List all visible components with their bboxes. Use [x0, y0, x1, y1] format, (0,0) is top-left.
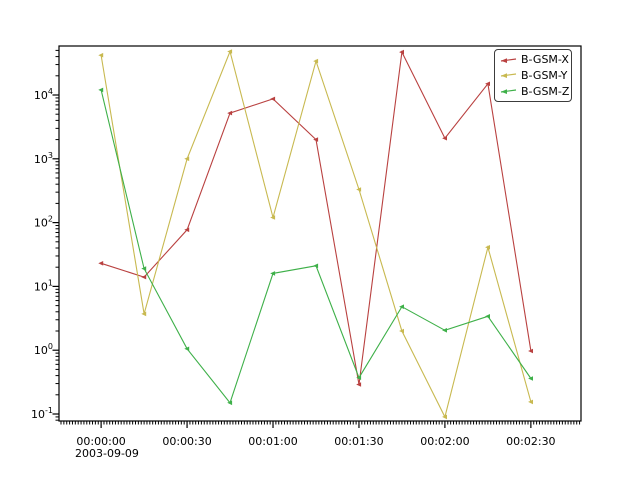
- data-point-marker: [485, 81, 490, 87]
- legend: B-GSM-X B-GSM-Y B-GSM-Z: [494, 49, 572, 102]
- y-tick-label: 10-1: [31, 406, 53, 421]
- y-tick-label: 101: [34, 278, 53, 293]
- series-markers-b-gsm-x: [98, 49, 533, 387]
- series-line-b-gsm-y: [100, 49, 532, 419]
- data-point-marker: [313, 263, 319, 269]
- legend-item-b-gsm-y: B-GSM-Y: [500, 68, 567, 83]
- data-point-marker: [141, 274, 147, 280]
- series-markers-b-gsm-y: [98, 49, 533, 420]
- data-point-marker: [98, 87, 104, 93]
- data-point-marker: [528, 348, 533, 354]
- y-tick-label: 102: [34, 215, 53, 230]
- data-point-marker: [184, 346, 190, 352]
- data-point-marker: [98, 52, 104, 58]
- data-point-marker: [184, 156, 190, 162]
- x-tick-label: 00:02:00: [420, 435, 469, 448]
- data-point-marker: [528, 376, 533, 381]
- plot-border: [58, 45, 582, 422]
- data-point-marker: [528, 399, 533, 405]
- series-lines: [98, 49, 533, 420]
- legend-item-b-gsm-z: B-GSM-Z: [500, 84, 570, 99]
- data-point-marker: [98, 261, 104, 266]
- series-z-marker-icon: [500, 89, 517, 95]
- data-point-marker: [141, 266, 147, 271]
- data-point-marker: [141, 311, 147, 317]
- data-point-marker: [399, 328, 404, 334]
- data-point-marker: [399, 304, 404, 309]
- series-y-marker-icon: [500, 73, 517, 79]
- series-line-b-gsm-x: [100, 50, 532, 385]
- data-point-marker: [270, 271, 276, 276]
- data-point-marker: [227, 400, 233, 406]
- data-point-marker: [356, 187, 362, 192]
- x-tick-label: 00:00:00: [76, 435, 125, 448]
- data-point-marker: [399, 49, 404, 55]
- data-point-marker: [442, 328, 447, 333]
- y-tick-label: 104: [34, 87, 53, 102]
- data-point-marker: [442, 414, 447, 420]
- x-tick-label: 00:02:30: [506, 435, 555, 448]
- legend-item-b-gsm-x: B-GSM-X: [500, 52, 569, 67]
- series-x-marker-icon: [500, 58, 517, 63]
- x-tick-label: 00:01:30: [334, 435, 383, 448]
- x-tick-label: 00:00:30: [162, 435, 211, 448]
- legend-label-b-gsm-y: B-GSM-Y: [521, 68, 568, 82]
- legend-label-b-gsm-z: B-GSM-Z: [521, 84, 570, 98]
- y-tick-label: 103: [34, 151, 53, 166]
- data-point-marker: [313, 137, 319, 142]
- data-point-marker: [485, 314, 490, 319]
- data-point-marker: [227, 110, 233, 116]
- data-point-marker: [485, 245, 490, 250]
- data-point-marker: [184, 227, 190, 233]
- data-point-marker: [356, 375, 362, 380]
- data-point-marker: [313, 58, 319, 64]
- data-point-marker: [227, 49, 233, 54]
- legend-label-b-gsm-x: B-GSM-X: [521, 53, 569, 67]
- series-line-b-gsm-z: [100, 89, 532, 404]
- data-point-marker: [270, 215, 276, 220]
- data-point-marker: [356, 382, 362, 387]
- data-point-marker: [270, 96, 276, 102]
- data-point-marker: [442, 135, 447, 141]
- x-axis-date-label: 2003-09-09: [75, 447, 139, 460]
- y-tick-label: 100: [34, 342, 53, 357]
- x-tick-label: 00:01:00: [248, 435, 297, 448]
- axis-tick-labels: 00:00:00 00:00:30 00:01:00 00:01:30 00:02:00…: [31, 87, 556, 460]
- series-markers-b-gsm-z: [98, 87, 533, 406]
